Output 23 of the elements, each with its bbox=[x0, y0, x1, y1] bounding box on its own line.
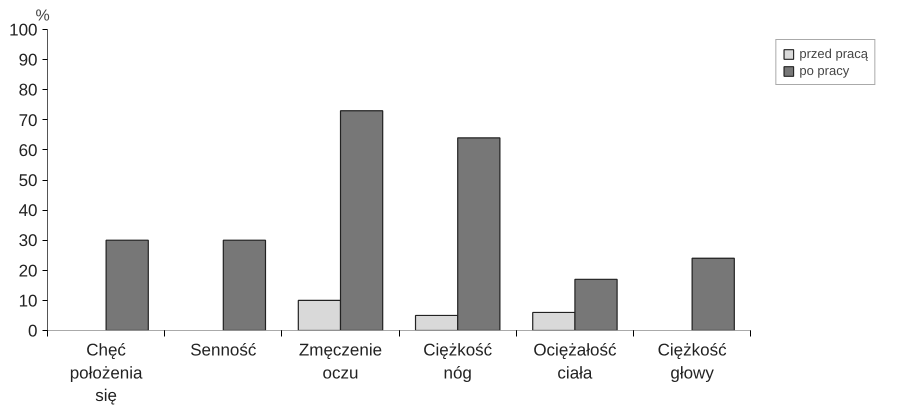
bar bbox=[692, 258, 735, 330]
y-tick-label: 60 bbox=[18, 140, 38, 160]
x-tick-label: Ociężałość ciała bbox=[533, 340, 617, 382]
y-tick-label: 30 bbox=[18, 231, 38, 250]
x-tick-label: Senność bbox=[190, 340, 257, 360]
bar bbox=[222, 240, 266, 330]
y-tick-label: 20 bbox=[18, 261, 38, 280]
y-tick-label: 90 bbox=[18, 50, 38, 70]
y-tick-label: 50 bbox=[18, 171, 38, 190]
x-tick-label: Ciężkość głowy bbox=[658, 340, 728, 382]
y-tick-label: 40 bbox=[18, 201, 38, 220]
legend-label: po pracy bbox=[799, 63, 850, 78]
y-tick-label: 70 bbox=[18, 110, 38, 130]
x-tick-label: Ciężkość nóg bbox=[423, 340, 493, 382]
x-tick-label: Chęć położenia się bbox=[70, 340, 144, 406]
legend-label: przed pracą bbox=[799, 46, 868, 61]
y-tick-label: 100 bbox=[9, 20, 38, 40]
bar bbox=[106, 240, 149, 330]
x-tick-label: Zmęczenie oczu bbox=[298, 340, 382, 382]
y-tick-label: 10 bbox=[18, 291, 38, 310]
y-tick-label: 0 bbox=[28, 322, 38, 340]
y-tick-label: 80 bbox=[18, 80, 38, 100]
y-axis-title: % bbox=[36, 8, 50, 24]
